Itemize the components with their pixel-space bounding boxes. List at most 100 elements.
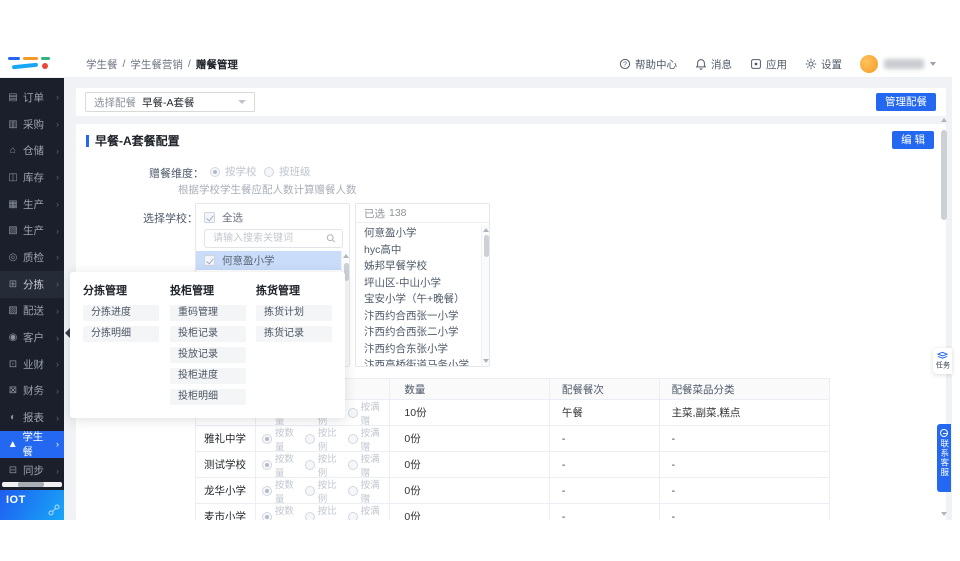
mode-by-quantity[interactable]: 按数量 [261,477,296,505]
main-scrollbar[interactable] [940,116,948,516]
manage-meal-button[interactable]: 管理配餐 [876,93,936,111]
sidebar-item-quality[interactable]: ◎ 质检 › [0,244,64,271]
menu-item-sorting-detail[interactable]: 分拣明细 [83,326,159,342]
radio-selected-icon[interactable] [261,485,272,496]
menu-item-drop-records[interactable]: 投放记录 [170,347,246,363]
mode-by-threshold[interactable]: 按满赠 [347,451,382,479]
radio-selected-icon[interactable] [261,433,272,444]
avatar[interactable] [860,55,878,73]
scrollbar-thumb[interactable] [941,130,947,220]
scroll-up-icon[interactable] [941,118,947,122]
radio-icon[interactable] [347,407,358,418]
sidebar-item-inventory[interactable]: ◫ 库存 › [0,164,64,191]
settings-button[interactable]: 设置 [805,57,842,72]
messages-button[interactable]: 消息 [695,57,732,72]
checkbox-checked-icon[interactable] [204,212,215,223]
mode-by-quantity[interactable]: 按数量 [261,503,296,520]
scroll-down-icon[interactable] [483,359,489,363]
radio-icon[interactable] [304,459,315,470]
menu-item-picking-records[interactable]: 拣货记录 [256,326,332,342]
list-item[interactable]: 何意盈小学 [364,227,417,239]
sidebar-item-production-1[interactable]: ▦ 生产 › [0,191,64,218]
mode-by-ratio[interactable]: 按比例 [304,503,339,520]
sidebar-item-purchase[interactable]: ▥ 采购 › [0,111,64,138]
sidebar-item-student-meal[interactable]: ▲ 学生餐 › [0,430,64,458]
radio-icon[interactable] [347,511,358,520]
table-header-meal: 配餐餐次 [550,379,660,399]
dimension-radio-by-school[interactable]: 按学校 [210,164,257,179]
menu-item-cabinet-detail[interactable]: 投柜明细 [170,389,246,405]
sidebar-item-customers[interactable]: ◉ 客户 › [0,324,64,351]
sidebar-item-production-2[interactable]: ▧ 生产 › [0,217,64,244]
sidebar-item-reports[interactable]: ◐ 报表 › [0,404,64,431]
school-search-input[interactable] [211,232,326,245]
radio-icon[interactable] [347,433,358,444]
radio-selected-icon[interactable] [261,511,272,520]
mode-by-threshold[interactable]: 按满赠 [347,399,382,427]
student-meal-icon: ▲ [7,438,18,450]
list-item[interactable]: 汴西高桥街道马务小学 [364,359,469,366]
contact-service-tab[interactable]: 联系客服 [937,424,951,492]
mode-by-threshold[interactable]: 按满赠 [347,425,382,453]
iot-banner[interactable]: IOT [0,490,64,520]
menu-item-cabinet-records[interactable]: 投柜记录 [170,326,246,342]
select-all-row[interactable]: 全选 [204,210,243,225]
school-list-item-selected[interactable]: 何意盈小学 [196,251,343,270]
menu-item-picking-plan[interactable]: 拣货计划 [256,305,332,321]
list-item[interactable]: 宝安小学（午+晚餐） [364,293,465,305]
scrollbar-thumb[interactable] [18,482,44,487]
flyout-col-picking: 拣货管理 拣货计划 拣货记录 [256,282,332,347]
meal-select-dropdown[interactable]: 选择配餐 早餐-A套餐 [85,92,255,112]
scrollbar-thumb[interactable] [343,263,349,281]
radio-icon[interactable] [304,511,315,520]
menu-item-sorting-progress[interactable]: 分拣进度 [83,305,159,321]
help-center-button[interactable]: ? 帮助中心 [619,57,677,72]
mode-by-ratio[interactable]: 按比例 [304,451,339,479]
radio-selected-icon[interactable] [261,459,272,470]
radio-icon[interactable] [347,459,358,470]
user-menu[interactable] [860,55,936,73]
sidebar-item-finance[interactable]: ⊠ 财务 › [0,378,64,405]
radio-icon[interactable] [264,166,274,177]
list-item[interactable]: 汴西约合东张小学 [364,342,448,355]
sidebar-item-business-finance[interactable]: ⊡ 业财 › [0,351,64,378]
radio-icon[interactable] [347,485,358,496]
list-item[interactable]: 姊邦早餐学校 [364,260,427,272]
sidebar-item-orders[interactable]: ▤ 订单 › [0,84,64,111]
list-item[interactable]: hyc高中 [364,243,402,256]
scrollbar-thumb[interactable] [483,235,489,257]
list-item[interactable]: 坪山区-中山小学 [364,276,441,289]
list-item[interactable]: 汴西约合西张二小学 [364,326,459,338]
dimension-radio-by-class[interactable]: 按班级 [264,164,311,179]
sidebar-item-delivery[interactable]: ▨ 配送 › [0,298,64,325]
mode-by-ratio[interactable]: 按比例 [304,477,339,505]
chevron-right-icon: › [56,172,59,183]
sidebar-item-warehouse[interactable]: ⌂ 仓储 › [0,137,64,164]
radio-icon[interactable] [304,433,315,444]
menu-item-code-management[interactable]: 重码管理 [170,305,246,321]
breadcrumb-marketing[interactable]: 学生餐营销 [130,58,183,71]
meal-select-label: 选择配餐 [94,96,136,109]
edit-button[interactable]: 编 辑 [892,131,934,149]
scroll-down-icon[interactable] [941,512,947,516]
list-item[interactable]: 汴西约合西张一小学 [364,309,459,322]
scroll-up-icon[interactable] [343,254,349,258]
mode-by-threshold[interactable]: 按满赠 [347,477,382,505]
sidebar-item-sorting[interactable]: ⊞ 分拣 › [0,270,64,298]
scroll-up-icon[interactable] [483,228,489,232]
mode-by-quantity[interactable]: 按数量 [261,451,296,479]
sidebar-item-sync[interactable]: ⊟ 同步 › [0,458,64,485]
mode-by-threshold[interactable]: 按满赠 [347,503,382,520]
menu-item-cabinet-progress[interactable]: 投柜进度 [170,368,246,384]
radio-icon[interactable] [304,485,315,496]
mode-by-quantity[interactable]: 按数量 [261,425,296,453]
app-logo[interactable] [6,54,62,74]
checkbox-checked-icon[interactable] [204,255,215,266]
apps-button[interactable]: 应用 [750,57,787,72]
sidebar-horizontal-scrollbar[interactable] [2,482,62,487]
mode-by-ratio[interactable]: 按比例 [304,425,339,453]
task-panel-tab[interactable]: 任务 [933,348,952,374]
radio-selected-icon[interactable] [210,166,220,177]
breadcrumb-student-meal[interactable]: 学生餐 [86,58,118,71]
right-panel-scrollbar[interactable] [481,225,489,366]
